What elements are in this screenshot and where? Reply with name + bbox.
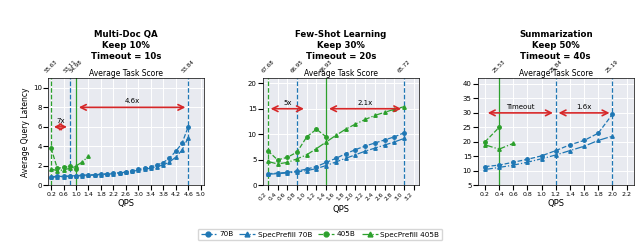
Text: 5x: 5x: [283, 100, 291, 106]
Text: 53.84: 53.84: [181, 59, 195, 74]
Title: Few-Shot Learning
Keep 30%
Timeout = 20s: Few-Shot Learning Keep 30% Timeout = 20s: [295, 30, 387, 61]
X-axis label: QPS: QPS: [332, 205, 349, 214]
Text: Average Task Score: Average Task Score: [89, 69, 163, 78]
X-axis label: QPS: QPS: [117, 199, 134, 208]
Text: 55.63: 55.63: [44, 59, 58, 74]
Text: Average Task Score: Average Task Score: [519, 69, 593, 78]
Title: Summarization
Keep 50%
Timeout = 40s: Summarization Keep 50% Timeout = 40s: [519, 30, 593, 61]
Text: 54.98: 54.98: [68, 59, 83, 74]
Text: 66.95: 66.95: [290, 59, 305, 74]
Text: 25.53: 25.53: [492, 59, 506, 74]
Text: 4.6x: 4.6x: [124, 98, 140, 104]
Text: 1.6x: 1.6x: [577, 104, 592, 110]
X-axis label: QPS: QPS: [547, 199, 564, 208]
Text: 7x: 7x: [56, 118, 65, 124]
Y-axis label: Average Query Latency: Average Query Latency: [21, 87, 30, 176]
Text: 66.93: 66.93: [319, 59, 333, 74]
Title: Multi-Doc QA
Keep 10%
Timeout = 10s: Multi-Doc QA Keep 10% Timeout = 10s: [91, 30, 161, 61]
Text: 67.68: 67.68: [260, 59, 275, 74]
Text: Timeout: Timeout: [506, 104, 534, 110]
Text: 65.72: 65.72: [397, 59, 412, 74]
Text: Average Task Score: Average Task Score: [304, 69, 378, 78]
Text: 53.11: 53.11: [63, 59, 77, 74]
Text: 25.84: 25.84: [548, 59, 563, 74]
Text: 2.1x: 2.1x: [358, 100, 372, 106]
Legend: 70B, SpecPrefill 70B, 405B, SpecPrefill 405B: 70B, SpecPrefill 70B, 405B, SpecPrefill …: [198, 229, 442, 240]
Text: 25.19: 25.19: [605, 59, 620, 74]
